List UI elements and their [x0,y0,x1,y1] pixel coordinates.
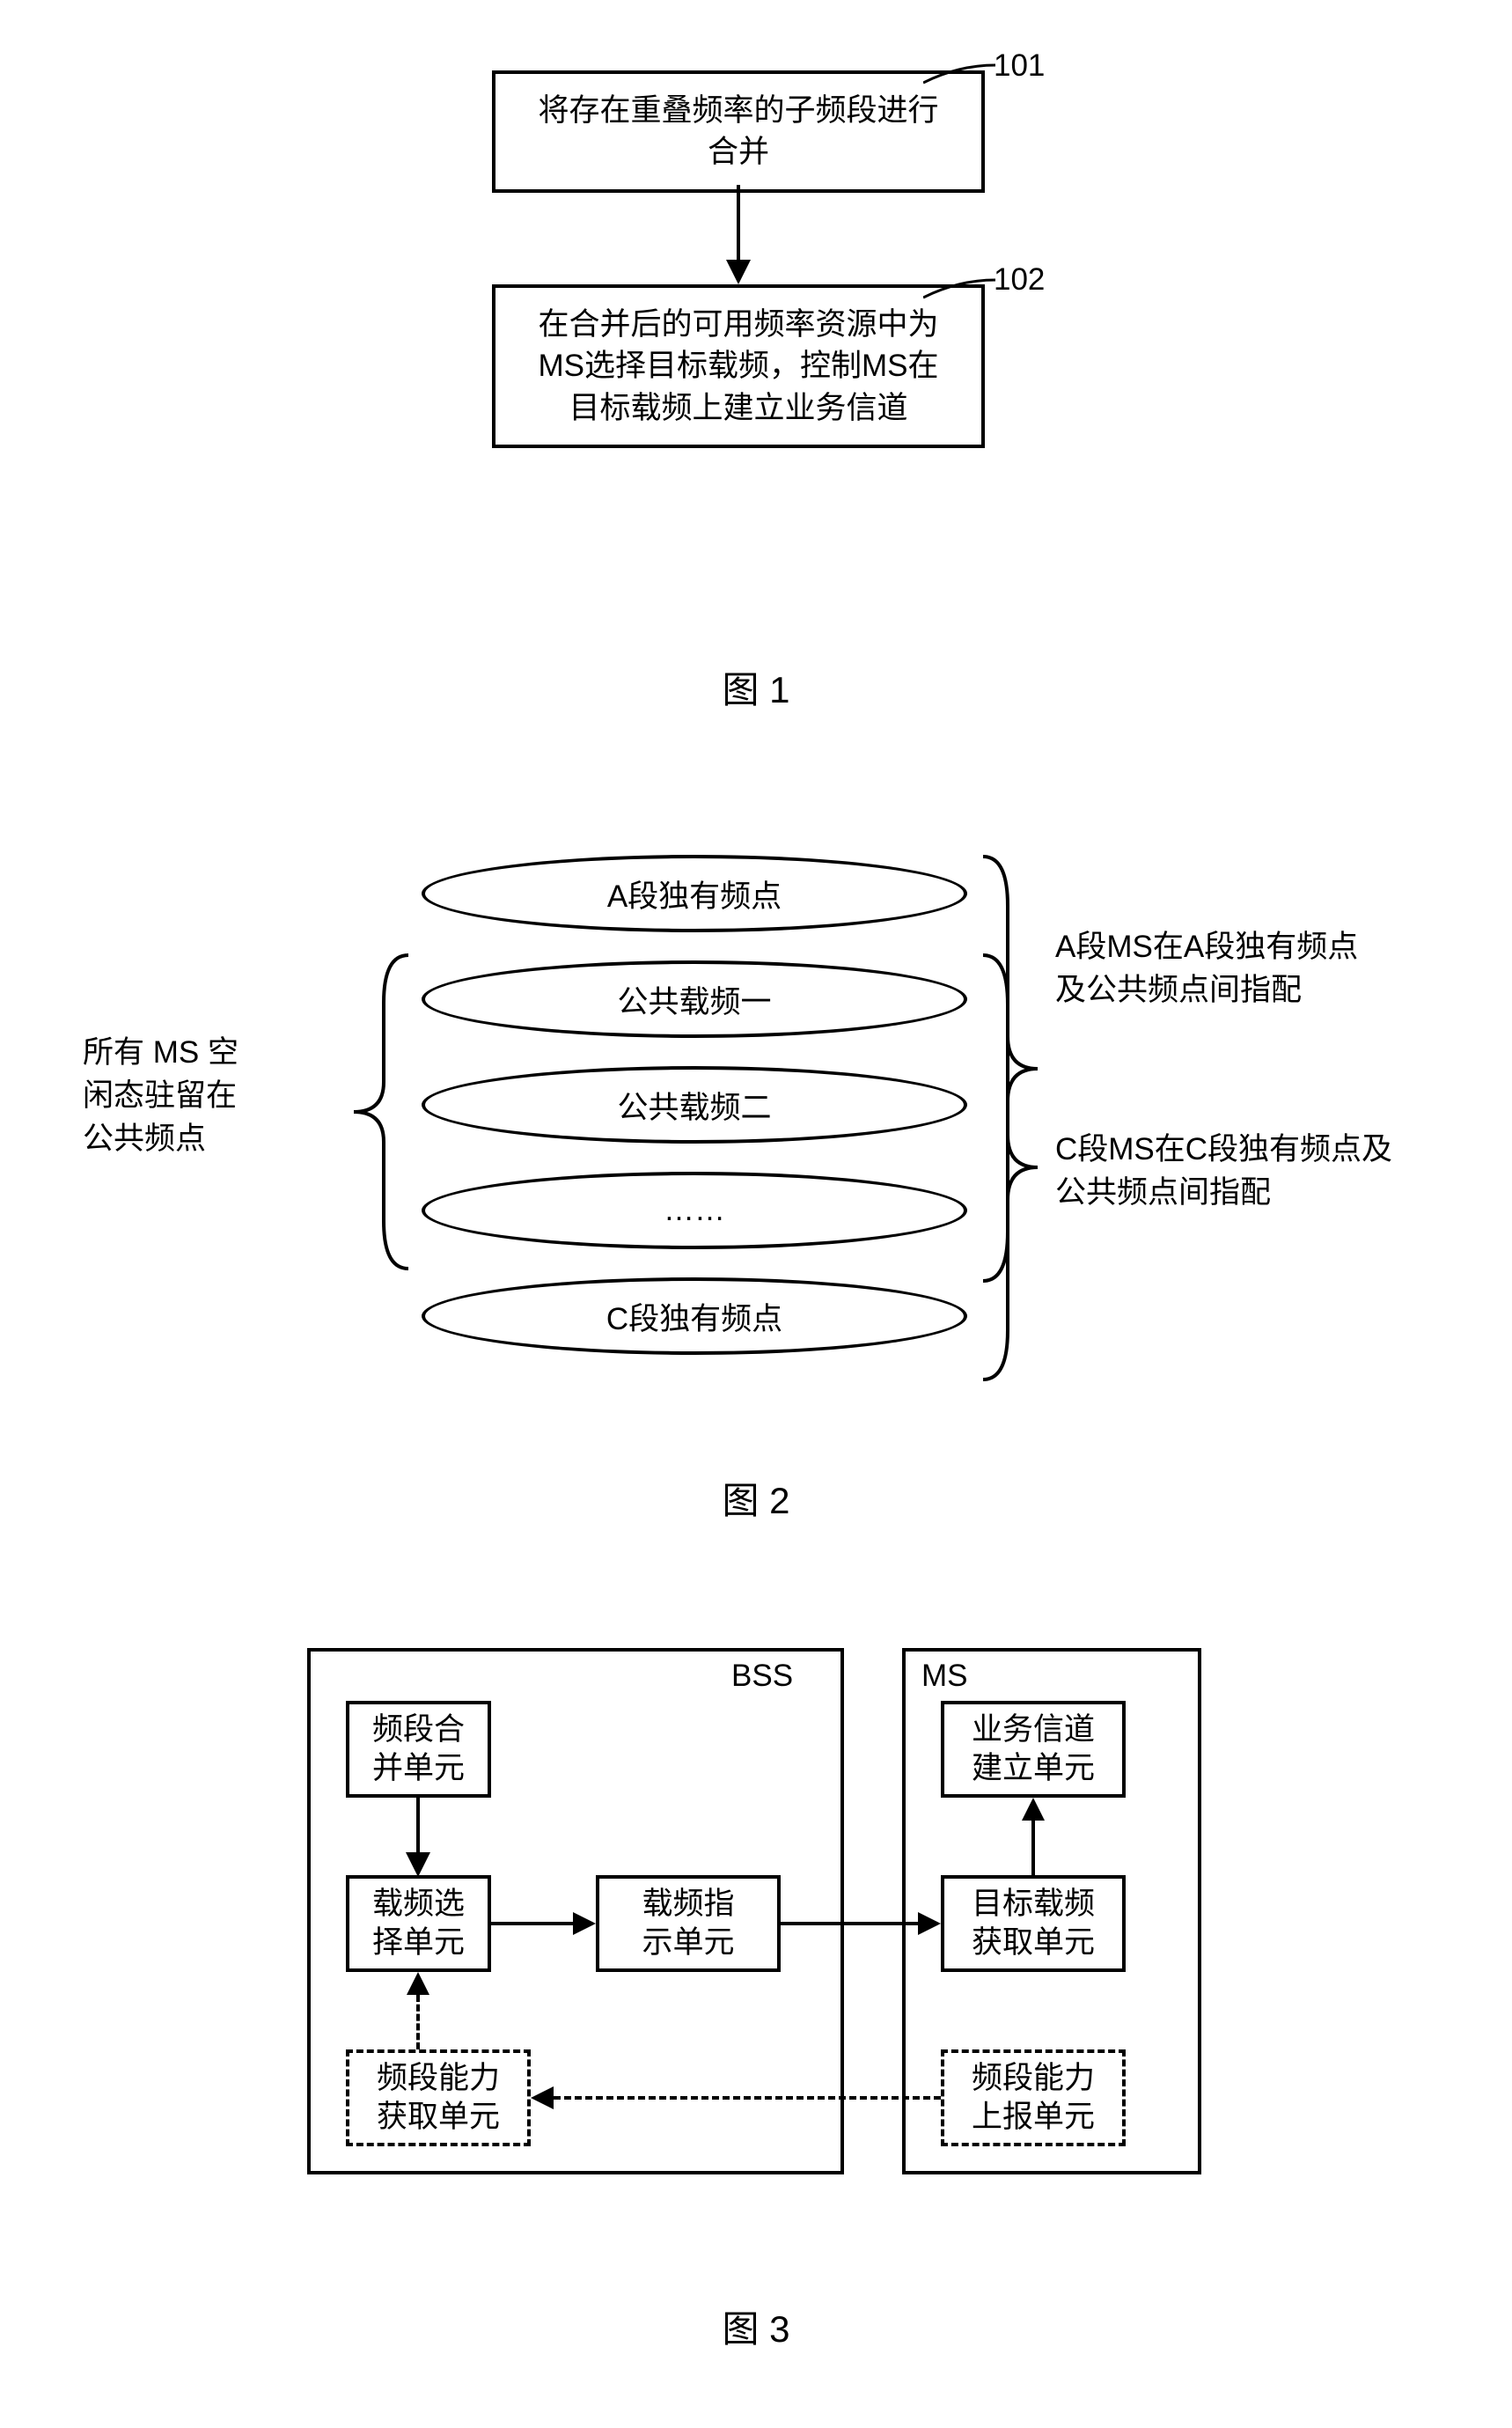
fig3-ms-target-text: 目标载频获取单元 [972,1885,1095,1962]
fig2-ellipse-2-text: 公共载频二 [617,1083,771,1128]
fig3-bss-cap-get: 频段能力获取单元 [346,2049,531,2146]
fig3-ms-target: 目标载频获取单元 [941,1875,1126,1972]
fig3-arrow-indicate-target-head [918,1912,941,1935]
fig3-arrow-target-build-line [1031,1821,1035,1875]
fig3-arrow-target-build-head [1022,1798,1045,1821]
fig2-note-right-a-text: A段MS在A段独有频点及公共频点间指配 [1055,930,1358,1007]
fig2-brace-right-c [974,950,1045,1385]
figure-1: 将存在重叠频率的子频段进行合并 101 在合并后的可用频率资源中为MS选择目标载… [360,53,1152,607]
fig1-arrowhead [726,260,751,284]
fig1-box2-text: 在合并后的可用频率资源中为MS选择目标载频，控制MS在目标载频上建立业务信道 [538,307,938,425]
fig3-bss-select-text: 载频选择单元 [372,1885,465,1962]
fig3-ms-label: MS [921,1659,968,1694]
fig3-arrow-merge-select-head [406,1852,430,1877]
fig2-ellipse-2: 公共载频二 [422,1066,967,1144]
fig2-brace-left [347,950,417,1274]
fig3-arrow-capreport-capget-line [554,2096,941,2100]
fig3-arrow-select-indicate-line [491,1922,573,1925]
figure-2: A段独有频点 公共载频一 公共载频二 …… C段独有频点 所有 MS 空闲态驻留… [52,855,1460,1418]
fig1-callout-line-2 [923,275,1002,310]
fig3-ms-build-text: 业务信道建立单元 [972,1711,1095,1788]
fig3-ms-cap-report-text: 频段能力上报单元 [972,2059,1095,2137]
fig3-bss-indicate: 载频指示单元 [596,1875,781,1972]
fig2-caption: 图 2 [18,1471,1494,1525]
fig1-arrow-line [737,185,740,260]
fig2-ellipse-stack: A段独有频点 公共载频一 公共载频二 …… C段独有频点 [422,855,967,1355]
fig1-box-102: 在合并后的可用频率资源中为MS选择目标载频，控制MS在目标载频上建立业务信道 [492,284,985,448]
fig2-ellipse-a: A段独有频点 [422,855,967,932]
fig3-arrow-capget-select-head [407,1972,429,1995]
fig3-arrow-merge-select-line [416,1798,420,1852]
fig2-ellipse-c-text: C段独有频点 [606,1294,782,1339]
fig3-ms-build: 业务信道建立单元 [941,1701,1126,1798]
fig3-bss-select: 载频选择单元 [346,1875,491,1972]
fig3-bss-merge: 频段合并单元 [346,1701,491,1798]
fig3-arrow-capget-select-line [416,1995,420,2049]
fig1-callout-line-1 [923,60,1002,95]
fig3-arrow-select-indicate-head [573,1912,596,1935]
fig1-caption: 图 1 [18,660,1494,714]
fig3-bss-label: BSS [731,1659,793,1694]
fig3-bss-merge-text: 频段合并单元 [372,1711,465,1788]
fig2-ellipse-1: 公共载频一 [422,960,967,1038]
fig3-arrow-capreport-capget-head [531,2086,554,2109]
fig2-ellipse-1-text: 公共载频一 [617,977,771,1022]
fig2-ellipse-dots: …… [422,1172,967,1249]
fig2-note-left: 所有 MS 空闲态驻留在公共频点 [83,1031,239,1160]
fig2-ellipse-c: C段独有频点 [422,1277,967,1355]
fig2-ellipse-dots-text: …… [664,1193,725,1228]
fig2-ellipse-a-text: A段独有频点 [607,872,782,916]
fig2-note-right-a: A段MS在A段独有频点及公共频点间指配 [1055,925,1358,1012]
fig3-bss-indicate-text: 载频指示单元 [642,1885,734,1962]
fig3-caption: 图 3 [18,2299,1494,2353]
figure-3: BSS MS 频段合并单元 载频选择单元 载频指示单元 频段能力获取单元 业务信… [193,1648,1319,2247]
fig1-box1-text: 将存在重叠频率的子频段进行合并 [538,93,938,169]
fig3-arrow-indicate-target-line [781,1922,918,1925]
fig2-note-right-c: C段MS在C段独有频点及公共频点间指配 [1055,1128,1392,1214]
fig2-note-right-c-text: C段MS在C段独有频点及公共频点间指配 [1055,1132,1392,1210]
fig3-bss-cap-get-text: 频段能力获取单元 [377,2059,500,2137]
fig2-note-left-text: 所有 MS 空闲态驻留在公共频点 [83,1035,239,1156]
fig3-ms-cap-report: 频段能力上报单元 [941,2049,1126,2146]
fig1-box-101: 将存在重叠频率的子频段进行合并 [492,70,985,193]
